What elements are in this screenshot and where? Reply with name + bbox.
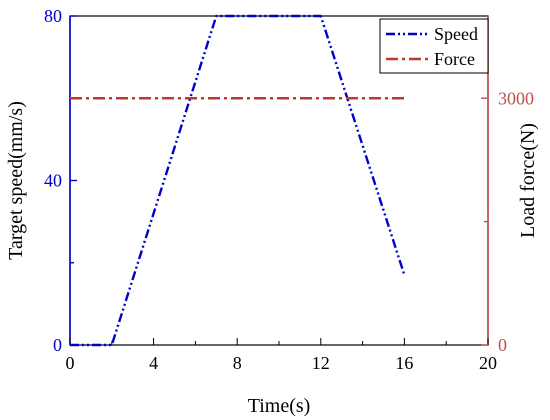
- series-layer: [70, 14, 406, 347]
- right-y-axis-title: Load force(N): [517, 123, 539, 238]
- legend-label-force: Force: [434, 49, 475, 69]
- x-tick-label: 20: [479, 353, 497, 373]
- x-axis-title: Time(s): [248, 395, 311, 417]
- x-tick-label: 16: [395, 353, 413, 373]
- legend: Speed Force: [379, 18, 489, 74]
- left-y-tick-label: 0: [53, 335, 62, 355]
- legend-box: [379, 18, 489, 74]
- right-y-tick-label: 0: [498, 335, 507, 355]
- x-tick-label: 0: [66, 353, 75, 373]
- left-y-axis-ticks: 0 40 80: [44, 6, 77, 355]
- series-line-speed: [70, 14, 406, 347]
- x-axis-ticks: 0 4 8 12 16 20: [66, 338, 497, 373]
- x-tick-label: 4: [149, 353, 158, 373]
- x-tick-label: 12: [312, 353, 330, 373]
- left-y-axis-title: Target speed(mm/s): [5, 101, 27, 260]
- x-tick-label: 8: [233, 353, 242, 373]
- right-y-tick-label: 3000: [498, 88, 534, 108]
- legend-label-speed: Speed: [434, 24, 478, 44]
- left-y-tick-label: 80: [44, 6, 62, 26]
- right-y-axis-ticks: 0 3000: [481, 88, 534, 355]
- left-y-tick-label: 40: [44, 171, 62, 191]
